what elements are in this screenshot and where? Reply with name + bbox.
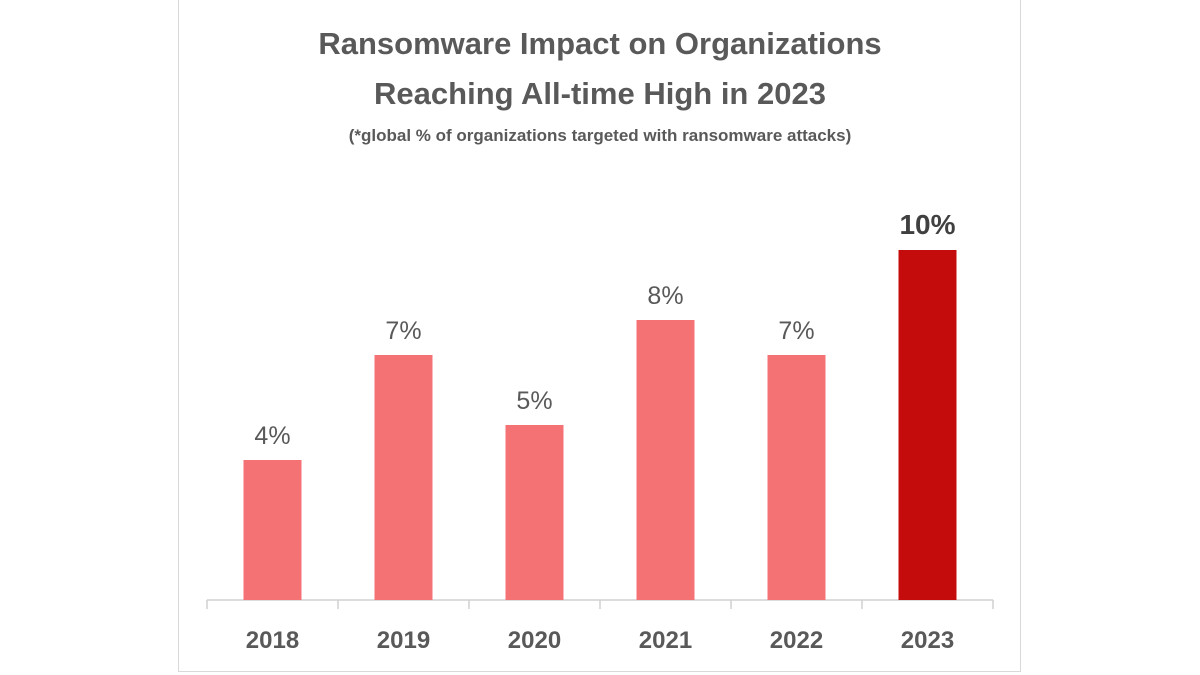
bar-2019 — [374, 355, 433, 600]
x-tick-label-2022: 2022 — [770, 627, 823, 654]
x-tick-label-2018: 2018 — [246, 627, 299, 654]
x-tick-label-2020: 2020 — [508, 627, 561, 654]
chart-frame — [178, 0, 1021, 672]
data-label-2021: 8% — [647, 282, 683, 310]
bar-2020 — [505, 425, 564, 600]
bar-2018 — [243, 460, 302, 600]
x-tick-label-2021: 2021 — [639, 627, 692, 654]
bar-2023 — [898, 250, 957, 600]
data-label-2018: 4% — [254, 422, 290, 450]
data-label-2022: 7% — [778, 317, 814, 345]
x-tick-label-2023: 2023 — [901, 627, 954, 654]
data-label-2020: 5% — [516, 387, 552, 415]
x-tick-label-2019: 2019 — [377, 627, 430, 654]
data-label-2019: 7% — [385, 317, 421, 345]
data-label-2023: 10% — [899, 209, 955, 240]
bar-2022 — [767, 355, 826, 600]
chart-title-line-2: Reaching All-time High in 2023 — [374, 76, 826, 111]
bar-2021 — [636, 320, 695, 600]
chart-title-line-1: Ransomware Impact on Organizations — [318, 26, 882, 61]
chart-subtitle: (*global % of organizations targeted wit… — [348, 126, 852, 145]
